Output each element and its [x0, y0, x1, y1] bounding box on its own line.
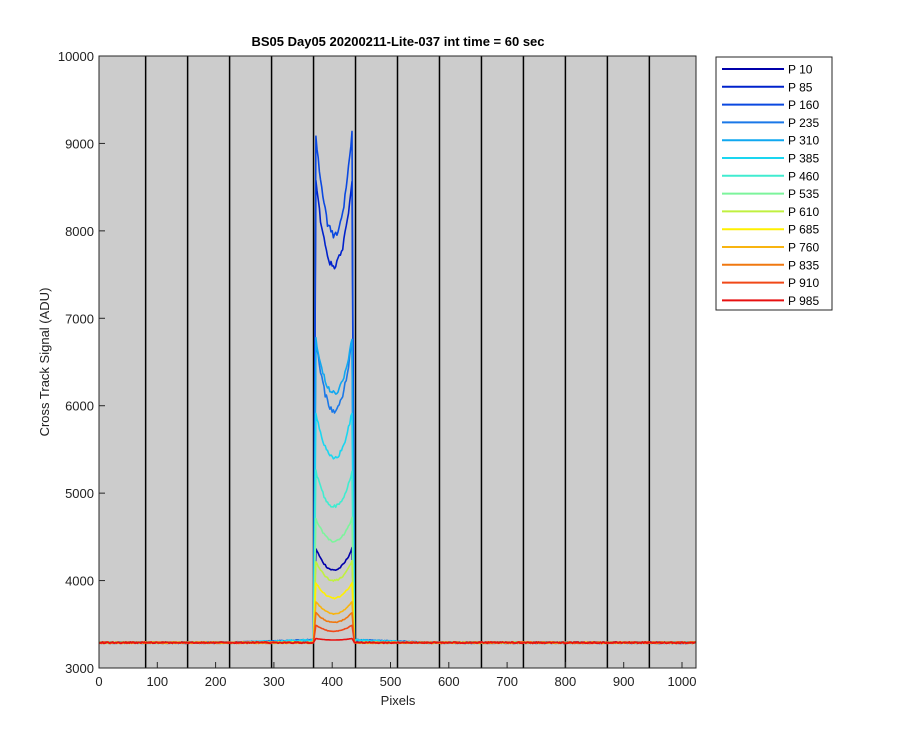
- legend-label-9: P 685: [788, 223, 819, 237]
- legend-label-2: P 160: [788, 98, 819, 112]
- y-tick-label-7: 10000: [58, 49, 94, 64]
- y-tick-label-1: 4000: [65, 574, 94, 589]
- legend-label-7: P 535: [788, 187, 819, 201]
- legend-label-8: P 610: [788, 205, 819, 219]
- y-tick-label-6: 9000: [65, 136, 94, 151]
- plot-frame: [98, 55, 697, 669]
- x-tick-label-1: 100: [146, 674, 168, 689]
- x-tick-label-2: 200: [205, 674, 227, 689]
- x-tick-label-9: 900: [613, 674, 635, 689]
- legend: P 10 P 85 P 160 P 235 P 310 P 385 P 460 P 535 P …: [715, 56, 833, 311]
- legend-label-6: P 460: [788, 169, 819, 183]
- x-tick-label-10: 1000: [668, 674, 697, 689]
- x-tick-label-3: 300: [263, 674, 285, 689]
- x-tick-label-7: 700: [496, 674, 518, 689]
- x-tick-label-4: 400: [321, 674, 343, 689]
- y-tick-label-2: 5000: [65, 486, 94, 501]
- legend-label-13: P 985: [788, 294, 819, 308]
- x-axis-label: Pixels: [381, 693, 416, 708]
- legend-label-1: P 85: [788, 80, 813, 94]
- legend-label-4: P 310: [788, 134, 819, 148]
- legend-label-11: P 835: [788, 258, 819, 272]
- y-tick-label-4: 7000: [65, 311, 94, 326]
- y-axis-label: Cross Track Signal (ADU): [37, 288, 52, 437]
- x-tick-label-6: 600: [438, 674, 460, 689]
- y-tick-label-5: 8000: [65, 224, 94, 239]
- x-tick-label-0: 0: [95, 674, 102, 689]
- series-line-p-985: [99, 637, 697, 645]
- legend-label-12: P 910: [788, 276, 819, 290]
- series-lines: [98, 130, 697, 645]
- y-axis: 3000 4000 5000 6000 7000 8000 9000 10000: [58, 49, 105, 676]
- y-tick-label-3: 6000: [65, 399, 94, 414]
- x-tick-label-8: 800: [555, 674, 577, 689]
- x-tick-label-5: 500: [380, 674, 402, 689]
- legend-label-10: P 760: [788, 241, 819, 255]
- legend-label-3: P 235: [788, 116, 819, 130]
- chart-title: BS05 Day05 20200211-Lite-037 int time = …: [251, 34, 544, 49]
- y-tick-label-0: 3000: [65, 661, 94, 676]
- legend-label-5: P 385: [788, 152, 819, 166]
- vertical-lines: [144, 56, 651, 668]
- legend-box: [715, 56, 833, 311]
- legend-label-0: P 10: [788, 63, 813, 77]
- x-axis: 0 100 200 300 400 500 600 700 800 900 1000: [95, 662, 696, 689]
